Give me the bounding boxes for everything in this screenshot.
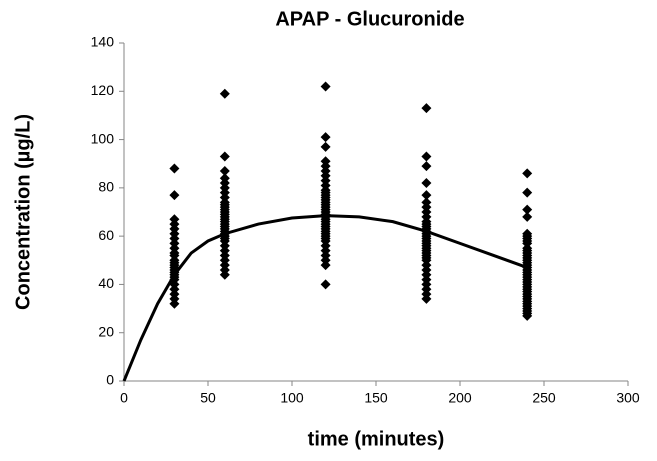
fit-line bbox=[122, 214, 528, 382]
point bbox=[522, 211, 533, 222]
y-tick-label: 100 bbox=[91, 130, 115, 146]
x-tick-label: 200 bbox=[448, 390, 472, 406]
point bbox=[522, 168, 533, 179]
point bbox=[320, 279, 331, 290]
x-tick-label: 300 bbox=[616, 390, 640, 406]
y-tick-label: 80 bbox=[98, 179, 114, 195]
x-tick-label: 50 bbox=[200, 390, 216, 406]
point bbox=[320, 132, 331, 143]
point bbox=[522, 310, 533, 321]
x-tick-label: 0 bbox=[120, 390, 128, 406]
point bbox=[219, 269, 230, 280]
point bbox=[219, 88, 230, 99]
x-tick-label: 250 bbox=[532, 390, 556, 406]
y-tick-label: 40 bbox=[98, 275, 114, 291]
y-axis-title: Concentration (µg/L) bbox=[12, 114, 34, 310]
point bbox=[219, 165, 230, 176]
x-axis-title: time (minutes) bbox=[308, 428, 445, 450]
point bbox=[219, 151, 230, 162]
point bbox=[421, 293, 432, 304]
x-tick-label: 150 bbox=[364, 390, 388, 406]
point bbox=[421, 151, 432, 162]
point bbox=[421, 161, 432, 172]
point bbox=[320, 260, 331, 271]
point bbox=[320, 81, 331, 92]
y-tick-label: 120 bbox=[91, 82, 115, 98]
point bbox=[169, 298, 180, 309]
point bbox=[421, 190, 432, 201]
point bbox=[169, 190, 180, 201]
y-tick-label: 20 bbox=[98, 323, 114, 339]
point bbox=[169, 163, 180, 174]
point bbox=[522, 187, 533, 198]
y-tick-label: 0 bbox=[106, 372, 114, 388]
point bbox=[421, 178, 432, 189]
point bbox=[421, 103, 432, 114]
y-tick-label: 140 bbox=[91, 34, 115, 50]
point bbox=[522, 204, 533, 215]
y-tick-label: 60 bbox=[98, 227, 114, 243]
x-tick-label: 100 bbox=[280, 390, 304, 406]
point bbox=[320, 141, 331, 152]
chart-title: APAP - Glucuronide bbox=[275, 8, 464, 30]
